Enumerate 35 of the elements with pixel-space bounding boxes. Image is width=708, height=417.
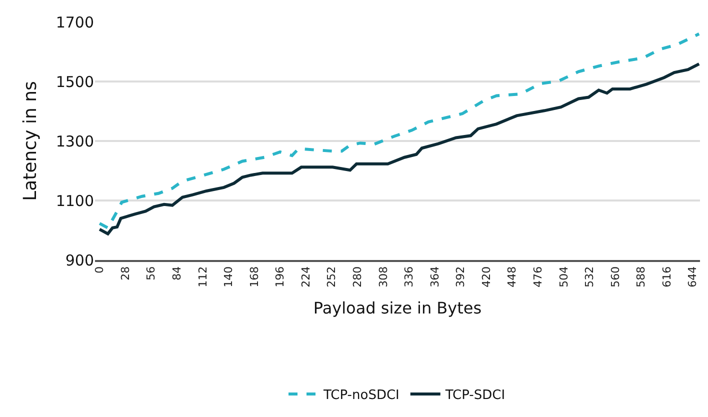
line-series <box>98 62 700 236</box>
x-tick-label: 420 <box>480 266 493 288</box>
x-tick-label: 504 <box>557 266 570 288</box>
x-tick-label: 364 <box>428 266 442 288</box>
x-tick-label: 448 <box>506 266 519 288</box>
x-tick-label: 588 <box>634 266 648 288</box>
line-series <box>98 32 700 230</box>
legend-label: TCP-noSDCI <box>322 388 400 404</box>
x-tick-label: 616 <box>660 266 674 288</box>
legend-label: TCP-SDCI <box>444 388 506 404</box>
x-tick-label: 84 <box>170 266 184 280</box>
x-tick-label: 336 <box>402 266 416 288</box>
y-tick-label: 1700 <box>56 13 94 32</box>
y-tick-label: 1500 <box>56 72 94 91</box>
x-tick-label: 28 <box>118 266 132 280</box>
x-tick-label: 560 <box>608 266 622 288</box>
x-tick-label: 532 <box>583 266 596 288</box>
x-tick-label: 280 <box>351 266 364 288</box>
y-tick-label: 1300 <box>56 132 94 150</box>
x-tick-label: 644 <box>686 266 700 288</box>
x-tick-label: 168 <box>248 266 261 288</box>
x-tick-label: 252 <box>325 266 338 288</box>
x-tick-label: 56 <box>144 266 158 280</box>
y-tick-label: 900 <box>65 251 94 270</box>
x-tick-label: 392 <box>454 266 468 288</box>
x-tick-label: 0 <box>93 266 106 274</box>
y-axis-title: Latency in ns <box>20 81 42 201</box>
x-tick-label: 112 <box>196 266 210 288</box>
x-tick-label: 140 <box>222 266 236 288</box>
x-tick-label: 476 <box>532 266 545 288</box>
x-axis-title: Payload size in Bytes <box>313 298 482 318</box>
x-tick-label: 196 <box>274 266 287 288</box>
x-tick-label: 308 <box>376 266 390 288</box>
x-tick-label: 224 <box>299 266 312 288</box>
y-tick-label: 1100 <box>56 192 94 210</box>
